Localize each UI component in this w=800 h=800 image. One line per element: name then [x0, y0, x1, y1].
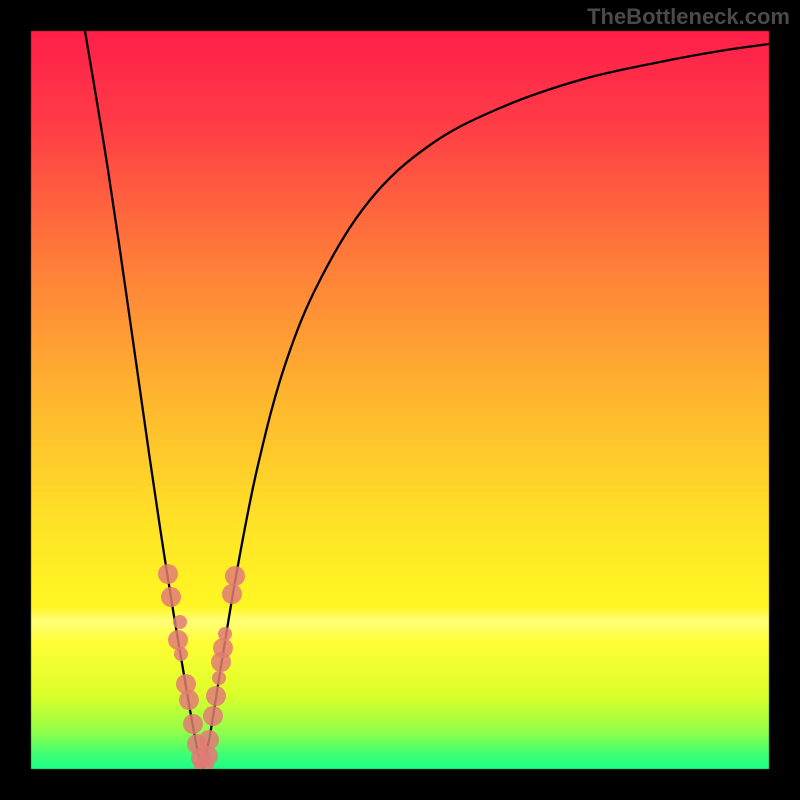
data-marker	[161, 587, 181, 607]
data-marker	[206, 686, 226, 706]
data-marker	[222, 584, 242, 604]
watermark-text: TheBottleneck.com	[587, 4, 790, 30]
data-marker	[199, 730, 219, 750]
bottleneck-chart	[0, 0, 800, 800]
data-marker	[158, 564, 178, 584]
data-marker	[213, 638, 233, 658]
data-marker	[183, 714, 203, 734]
data-marker	[212, 671, 226, 685]
data-marker	[218, 627, 232, 641]
data-marker	[179, 690, 199, 710]
curve-right-branch	[203, 44, 769, 769]
data-marker	[203, 706, 223, 726]
data-marker	[225, 566, 245, 586]
data-marker	[168, 630, 188, 650]
data-marker	[173, 615, 187, 629]
data-marker	[174, 647, 188, 661]
